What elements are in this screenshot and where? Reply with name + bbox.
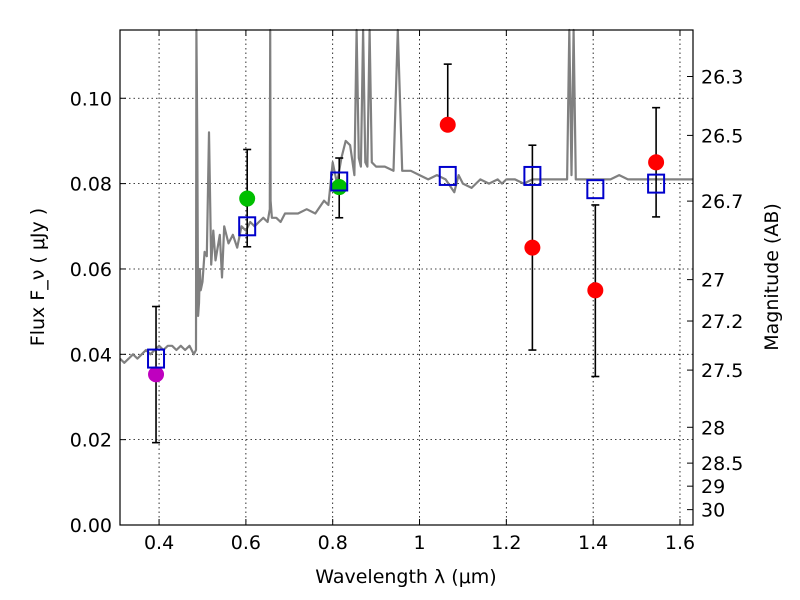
observed-point [587, 282, 604, 299]
observed-point [648, 154, 665, 171]
y-tick-label: 0.06 [70, 259, 112, 281]
model-photometry-square [147, 348, 166, 369]
model-photometry-square [647, 173, 666, 194]
right-tick-label: 26.5 [701, 125, 743, 147]
right-tick-label: 30 [701, 500, 725, 522]
y-tick-label: 0.00 [70, 515, 112, 537]
right-tick-label: 29 [701, 476, 725, 498]
model-photometry-square [238, 216, 257, 237]
right-tick-label: 26.3 [701, 67, 743, 89]
right-tick-label: 28.5 [701, 453, 743, 475]
x-tick-label: 1.6 [665, 532, 695, 554]
x-tick-label: 0.8 [318, 532, 348, 554]
right-axis-label: Magnitude (AB) [761, 203, 783, 351]
y-axis-ticks: 0.00 0.02 0.04 0.06 0.08 0.10 [70, 88, 126, 537]
plot-frame [119, 29, 694, 526]
x-tick-label: 1.4 [578, 532, 608, 554]
right-tick-label: 26.7 [701, 191, 743, 213]
observed-point [239, 190, 256, 207]
right-tick-label: 27.2 [701, 311, 743, 333]
observed-point [439, 116, 456, 133]
y-tick-label: 0.08 [70, 174, 112, 196]
observed-point [524, 239, 541, 256]
right-tick-label: 27 [701, 270, 725, 292]
y-axis-label: Flux F_ν ( μJy ) [27, 208, 49, 346]
y-tick-label: 0.04 [70, 344, 112, 366]
x-tick-label: 1 [413, 532, 425, 554]
x-axis-ticks: 0.4 0.6 0.8 1 1.2 1.4 1.6 [144, 30, 695, 554]
y-tick-label: 0.10 [70, 88, 112, 110]
model-photometry-square [438, 165, 457, 186]
model-photometry-square [330, 171, 349, 192]
x-axis-label: Wavelength λ (μm) [315, 566, 496, 588]
observed-points-layer [148, 116, 665, 383]
observed-point [331, 179, 348, 196]
x-tick-label: 0.6 [231, 532, 261, 554]
x-tick-label: 0.4 [144, 532, 174, 554]
grid-lines [120, 30, 693, 525]
model-photometry-square [523, 165, 542, 186]
observed-point [148, 366, 165, 383]
right-tick-label: 27.5 [701, 360, 743, 382]
y-tick-label: 0.02 [70, 430, 112, 452]
model-photometry-layer [147, 165, 666, 369]
model-photometry-square [586, 179, 605, 200]
x-tick-label: 1.2 [491, 532, 521, 554]
right-tick-label: 28 [701, 417, 725, 439]
